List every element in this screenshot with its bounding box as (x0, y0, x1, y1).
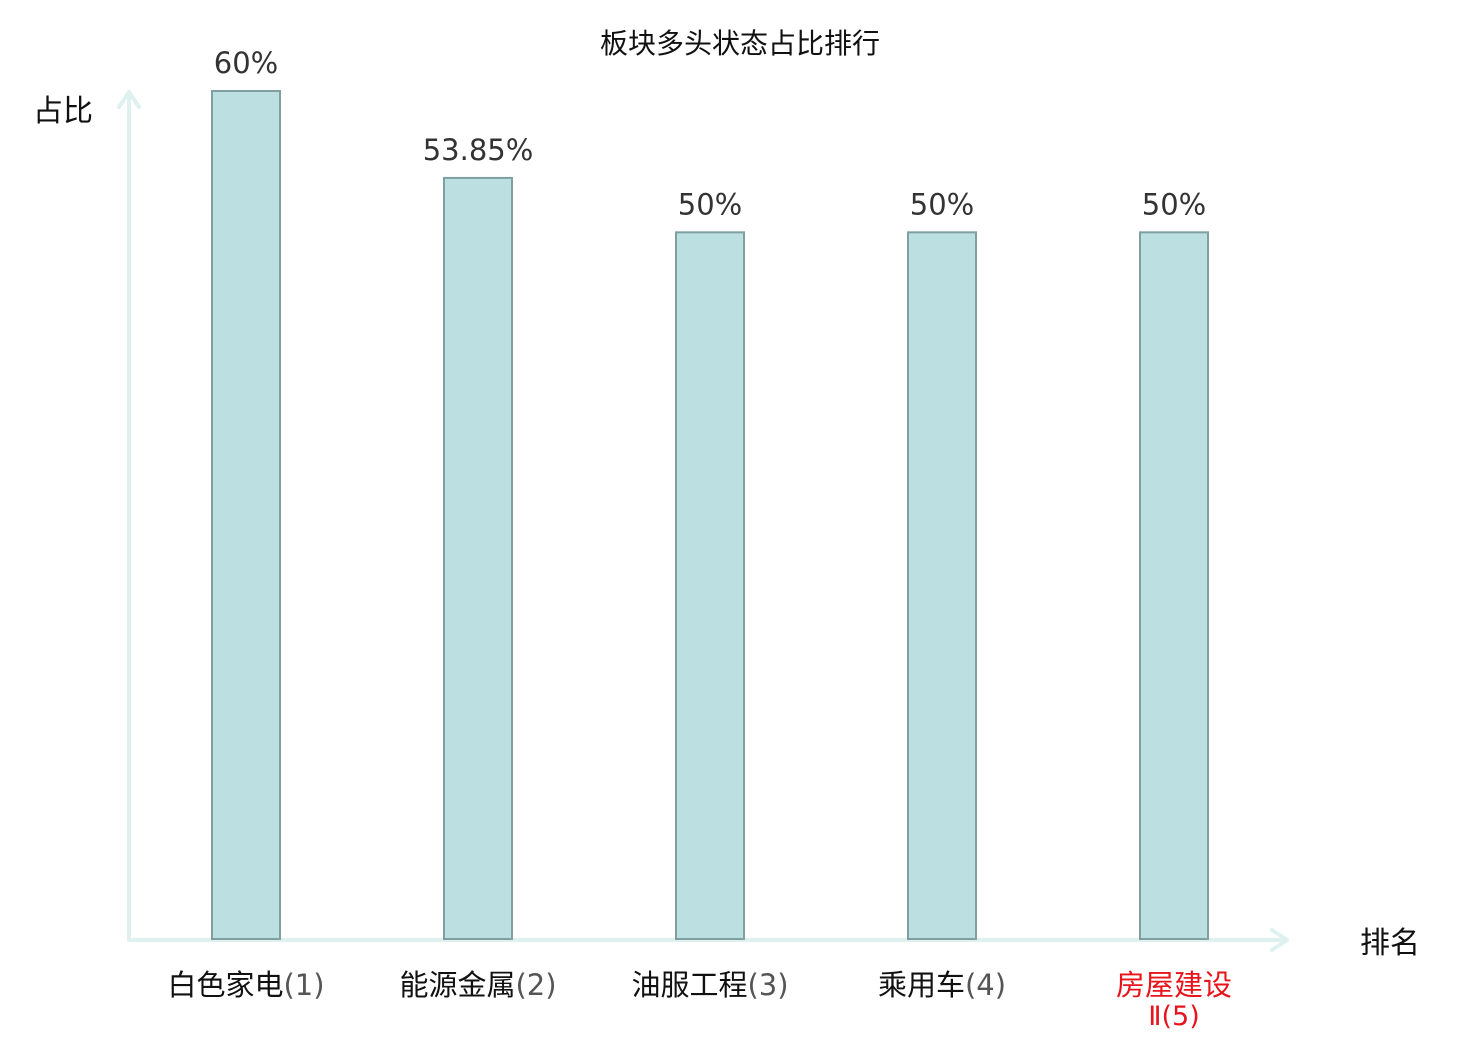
category-label: 乘用车(4) (878, 968, 1006, 1002)
value-label: 50% (910, 187, 974, 221)
bar (675, 231, 745, 941)
value-labels: 60% 53.85% 50% 50% 50% (214, 46, 1206, 221)
bar (1139, 231, 1209, 941)
bar (443, 176, 513, 941)
x-axis-label: 排名 (1360, 926, 1420, 961)
category-label: 房屋建设 (1116, 968, 1232, 1002)
y-axis-label: 占比 (33, 94, 93, 129)
category-label: 能源金属(2) (399, 968, 556, 1002)
chart-title: 板块多头状态占比排行 (600, 27, 880, 60)
bar (907, 231, 977, 941)
y-axis-arrow (117, 90, 141, 109)
category-label: 油服工程(3) (631, 968, 788, 1002)
value-label: 50% (1142, 187, 1206, 221)
bars (211, 90, 1209, 941)
value-label: 60% (214, 46, 278, 80)
x-axis-arrow (1270, 928, 1289, 952)
value-label: 53.85% (423, 133, 534, 167)
value-label: 50% (678, 187, 742, 221)
category-label: 白色家电(1) (167, 968, 324, 1002)
category-rank-label: Ⅱ(5) (1148, 1001, 1200, 1032)
bar (211, 90, 281, 940)
